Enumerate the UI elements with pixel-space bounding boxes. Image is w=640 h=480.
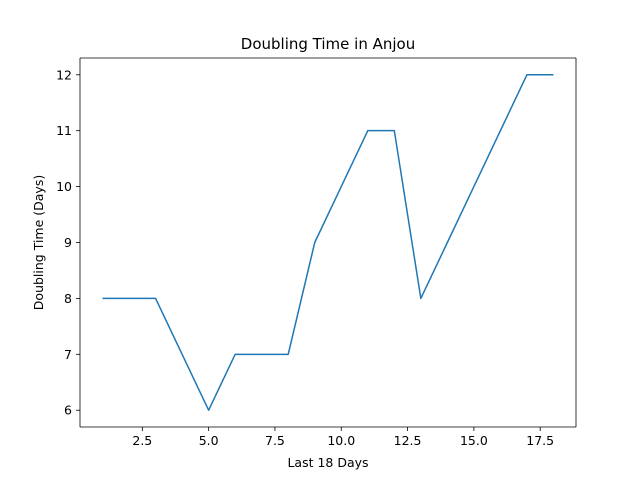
y-tick-label: 11 — [56, 123, 72, 138]
x-tick-label: 12.5 — [394, 433, 422, 448]
x-axis-label: Last 18 Days — [287, 455, 368, 470]
x-tick-label: 10.0 — [327, 433, 355, 448]
x-tick-label: 15.0 — [460, 433, 488, 448]
y-tick-label: 8 — [64, 291, 72, 306]
y-tick-label: 12 — [56, 67, 72, 82]
y-tick-label: 9 — [64, 235, 72, 250]
x-tick-label: 5.0 — [199, 433, 219, 448]
series-line — [102, 74, 554, 411]
x-tick-label: 17.5 — [526, 433, 554, 448]
y-tick-label: 7 — [64, 347, 72, 362]
y-axis-label: Doubling Time (Days) — [31, 175, 46, 310]
plot-frame — [79, 57, 577, 428]
x-tick-label: 7.5 — [265, 433, 285, 448]
y-tick-label: 6 — [64, 403, 72, 418]
chart-title: Doubling Time in Anjou — [241, 35, 415, 53]
y-tick-label: 10 — [56, 179, 72, 194]
plot-area — [80, 58, 576, 427]
x-tick-label: 2.5 — [132, 433, 152, 448]
tick-group: 2.5 5.0 7.5 10.0 12.5 15.0 17.5 6 7 8 9 10 11 12 — [56, 67, 554, 448]
